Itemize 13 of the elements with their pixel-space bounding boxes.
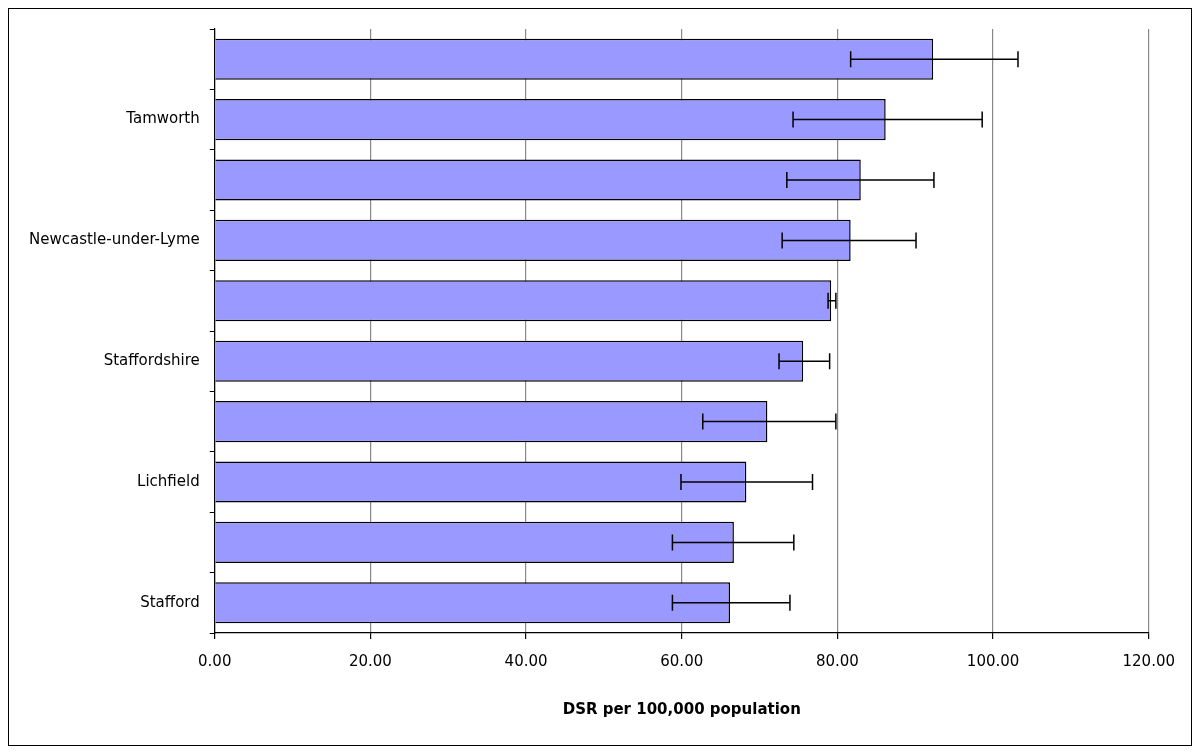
x-tick-label: 60.00: [660, 651, 704, 670]
x-axis-title: DSR per 100,000 population: [562, 699, 801, 718]
y-tick-label: Tamworth: [125, 109, 200, 128]
x-tick-label: 80.00: [815, 651, 859, 670]
y-tick-label: Staffordshire: [103, 351, 200, 370]
y-tick-label: Newcastle-under-Lyme: [28, 230, 200, 249]
y-tick-label: Lichfield: [137, 471, 200, 490]
x-tick-label: 20.00: [348, 651, 392, 670]
x-tick-label: 100.00: [966, 651, 1020, 670]
x-tick-label: 120.00: [1122, 651, 1176, 670]
x-tick-label: 40.00: [504, 651, 548, 670]
y-tick-label: Stafford: [140, 592, 200, 611]
x-tick-label: 0.00: [198, 651, 232, 670]
